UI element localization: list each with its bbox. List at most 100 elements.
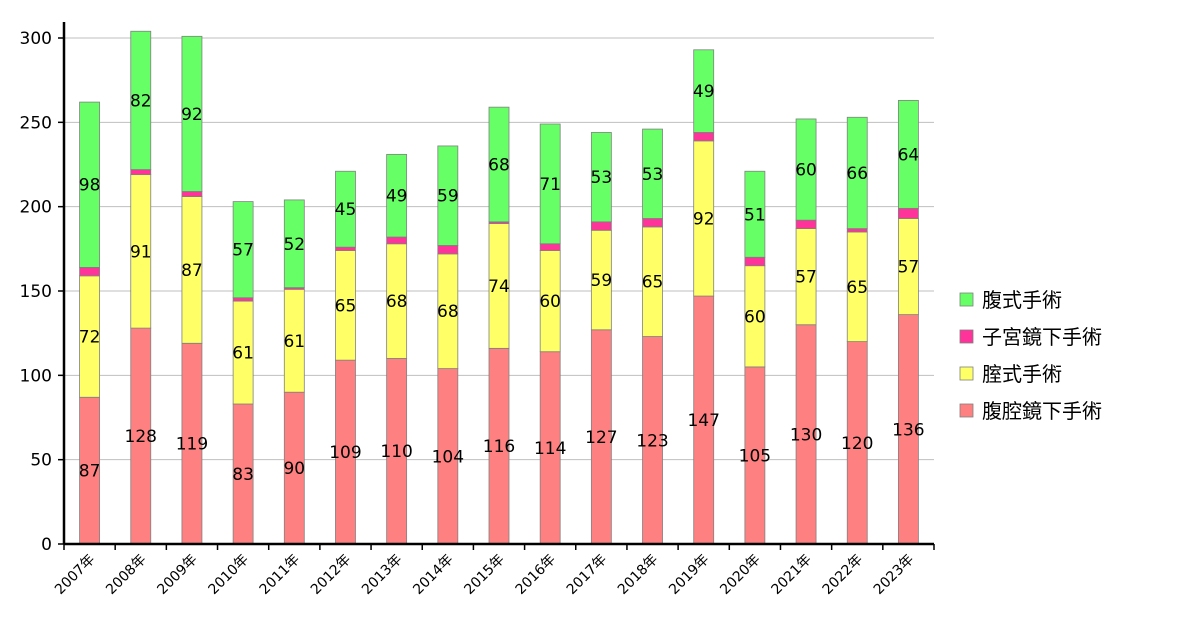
- bar-segment: [744, 256, 766, 267]
- x-tick-label: 2014年: [410, 552, 456, 598]
- bar-segment: [130, 169, 152, 176]
- data-label: 68: [386, 292, 408, 312]
- data-label: 74: [488, 277, 510, 297]
- data-label: 91: [130, 242, 152, 262]
- data-label: 128: [125, 427, 157, 447]
- data-label: 68: [488, 156, 510, 176]
- x-tick-label: 2018年: [615, 552, 661, 598]
- data-label: 87: [181, 261, 203, 281]
- data-label: 136: [892, 420, 924, 440]
- legend-swatch: [959, 403, 974, 418]
- bar-segment: [898, 100, 919, 209]
- x-tick-label: 2007年: [52, 552, 98, 598]
- data-label: 60: [795, 161, 817, 181]
- data-label: 49: [386, 187, 408, 207]
- data-label: 60: [539, 292, 561, 312]
- bar-segment: [744, 170, 766, 258]
- data-label: 72: [79, 328, 101, 348]
- bar-segment: [642, 218, 663, 228]
- x-tick-label: 2017年: [564, 552, 610, 598]
- data-label: 59: [591, 271, 613, 291]
- data-label: 123: [636, 431, 668, 451]
- bar-segment: [437, 245, 459, 255]
- legend-swatch: [959, 329, 974, 344]
- data-label: 87: [79, 462, 101, 482]
- bar-segment: [130, 30, 152, 170]
- bar-segment: [79, 266, 100, 277]
- bar-segment: [79, 101, 100, 268]
- data-label: 49: [693, 82, 715, 102]
- bar-segment: [693, 132, 715, 142]
- bars: 87 72 98 128 91 82 119 87 92 83 61 57 90 61 52 109 65 45 1…: [79, 30, 925, 545]
- data-label: 130: [790, 425, 822, 445]
- bar-segment: [795, 219, 817, 229]
- data-label: 120: [841, 434, 873, 454]
- x-tick-label: 2015年: [461, 552, 507, 598]
- data-label: 110: [380, 442, 412, 462]
- data-label: 104: [432, 447, 464, 467]
- data-label: 51: [744, 205, 766, 225]
- bar-segment: [283, 199, 305, 289]
- data-label: 66: [846, 164, 868, 184]
- bar-segment: [539, 243, 561, 251]
- data-label: 114: [534, 439, 566, 459]
- data-label: 57: [898, 258, 920, 278]
- x-tick-label: 2010年: [206, 552, 252, 598]
- bar-segment: [232, 297, 254, 302]
- data-label: 57: [232, 241, 254, 261]
- bar-segment: [488, 106, 510, 223]
- legend-swatch: [959, 292, 974, 307]
- bar-segment: [539, 123, 561, 245]
- bar-segment: [590, 132, 612, 223]
- y-tick-label: 50: [30, 451, 52, 471]
- data-label: 83: [232, 465, 254, 485]
- data-label: 98: [79, 176, 101, 196]
- bar-segment: [335, 246, 356, 251]
- data-label: 60: [744, 307, 766, 327]
- legend-swatch: [959, 366, 974, 381]
- x-tick-label: 2011年: [257, 552, 303, 598]
- y-tick-label: 100: [20, 366, 52, 386]
- data-label: 61: [232, 344, 254, 364]
- data-label: 64: [898, 145, 920, 165]
- data-label: 53: [591, 168, 613, 188]
- data-label: 119: [176, 435, 208, 455]
- data-label: 53: [642, 165, 664, 185]
- bar-segment: [181, 191, 203, 197]
- data-label: 105: [739, 446, 771, 466]
- y-tick-label: 250: [20, 113, 52, 133]
- y-tick-label: 0: [41, 535, 52, 555]
- y-tick-label: 150: [20, 282, 52, 302]
- bar-segment: [386, 153, 408, 238]
- data-label: 65: [642, 273, 664, 293]
- data-label: 68: [437, 302, 459, 322]
- x-tick-label: 2023年: [871, 552, 917, 598]
- data-label: 45: [335, 200, 357, 220]
- x-tick-label: 2016年: [513, 552, 559, 598]
- x-tick-label: 2022年: [820, 552, 866, 598]
- data-label: 127: [585, 428, 617, 448]
- data-label: 59: [437, 187, 459, 207]
- x-tick-label: 2012年: [308, 552, 354, 598]
- x-tick-label: 2019年: [666, 552, 712, 598]
- data-label: 92: [181, 105, 203, 125]
- data-label: 92: [693, 209, 715, 229]
- y-tick-label: 200: [20, 198, 52, 218]
- y-tick-label: 300: [20, 29, 52, 49]
- x-tick-label: 2013年: [359, 552, 405, 598]
- data-label: 147: [687, 411, 719, 431]
- x-tick-label: 2020年: [717, 552, 763, 598]
- bar-segment: [642, 128, 663, 219]
- bar-segment: [181, 35, 203, 192]
- legend-label: 腹腔鏡下手術: [982, 399, 1102, 423]
- bar-segment: [846, 116, 868, 229]
- data-label: 116: [483, 437, 515, 457]
- bar-segment: [335, 170, 356, 248]
- data-label: 71: [539, 175, 561, 195]
- data-label: 109: [329, 443, 361, 463]
- bar-segment: [898, 207, 919, 219]
- bar-segment: [386, 236, 408, 245]
- data-label: 65: [335, 296, 357, 316]
